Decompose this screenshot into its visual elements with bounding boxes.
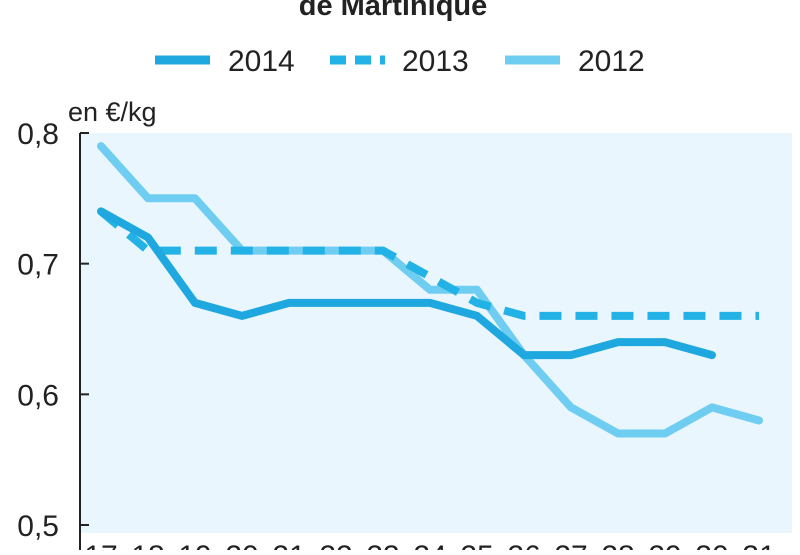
x-tick-label: 18 — [131, 540, 164, 550]
y-axis: 0,5 0,6 0,7 0,8 — [17, 118, 89, 550]
x-tick-label: 25 — [460, 540, 493, 550]
x-tick-label: 30 — [695, 540, 728, 550]
legend-label-2014: 2014 — [228, 45, 295, 78]
y-tick-label: 0,6 — [17, 379, 59, 412]
x-tick-label: 19 — [178, 540, 211, 550]
plot-area — [80, 133, 792, 533]
x-tick-label: 23 — [366, 540, 399, 550]
series-group — [97, 142, 763, 438]
x-tick-label: 21 — [272, 540, 305, 550]
x-tick-label: 28 — [601, 540, 634, 550]
series-line-2013 — [98, 208, 759, 320]
x-tick-label: 17 — [84, 540, 117, 550]
chart-title: de Martinique — [299, 0, 488, 22]
y-axis-label: en €/kg — [68, 97, 157, 127]
x-tick-label: 26 — [507, 540, 540, 550]
x-tick-label: 20 — [225, 540, 258, 550]
x-tick-label: 27 — [554, 540, 587, 550]
y-tick-label: 0,5 — [17, 510, 59, 543]
legend-label-2012: 2012 — [578, 45, 645, 78]
x-tick-label: 29 — [648, 540, 681, 550]
series-line-2012 — [97, 142, 763, 438]
x-tick-label: 22 — [319, 540, 352, 550]
x-tick-label: 24 — [413, 540, 446, 550]
x-axis: 17 18 19 20 21 22 23 24 25 26 27 28 29 30 31 — [84, 540, 775, 555]
x-tick-label: 31 — [742, 540, 775, 550]
legend-label-2013: 2013 — [402, 45, 469, 78]
legend: 2014 2013 2012 — [155, 45, 645, 78]
series-line-2014 — [97, 207, 716, 360]
y-tick-label: 0,7 — [17, 249, 59, 282]
y-tick-label: 0,8 — [17, 118, 59, 151]
